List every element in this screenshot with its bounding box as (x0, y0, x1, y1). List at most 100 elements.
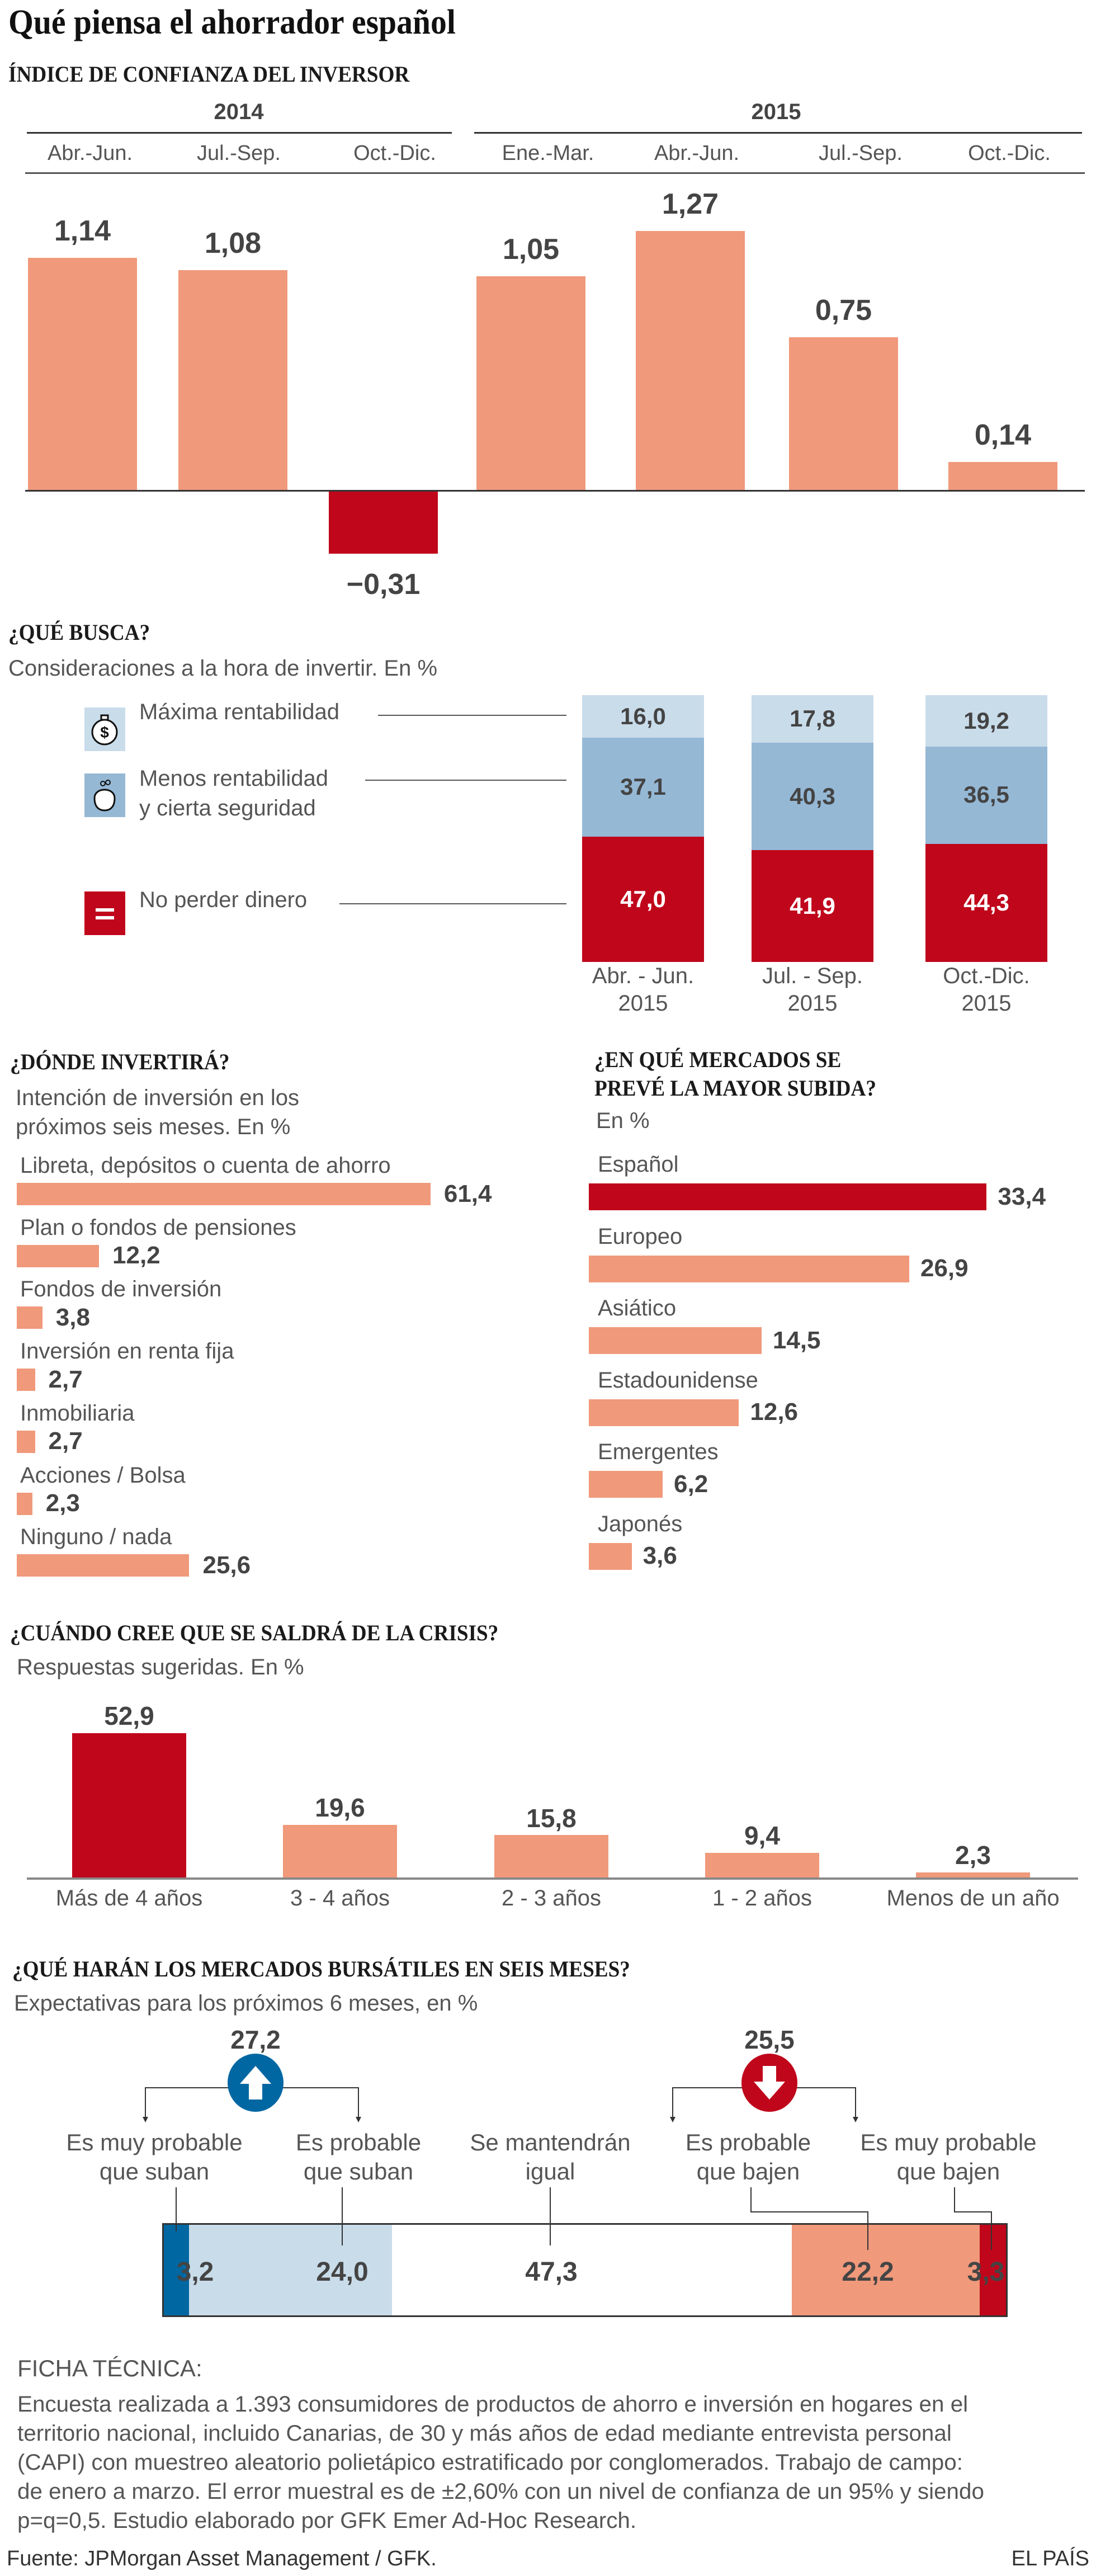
category-label: Es probable (295, 2129, 422, 2155)
column-label: Oct.-Dic. (943, 964, 1030, 988)
hbar (589, 1327, 762, 1354)
section-title-indice: ÍNDICE DE CONFIANZA DEL INVERSOR (8, 62, 410, 87)
category-label: 3 - 4 años (290, 1886, 390, 1910)
hbar (589, 1255, 909, 1282)
section-title-busca: ¿QUÉ BUSCA? (8, 620, 150, 645)
segment-value: 41,9 (790, 892, 835, 919)
bar-label: Japonés (598, 1511, 683, 1536)
hbar (589, 1183, 987, 1210)
ficha-text: Encuesta realizada a 1.393 consumidores … (17, 2392, 969, 2417)
legend-leader-line (339, 903, 566, 904)
leader-line (750, 2187, 868, 2250)
legend-label: Máxima rentabilidad (139, 700, 339, 724)
svg-text:$: $ (100, 724, 109, 741)
value-label: 1,08 (204, 227, 262, 260)
category-label: 1 - 2 años (712, 1886, 812, 1910)
period-label: Jul.-Sep. (197, 141, 281, 166)
bar-label: Inmobiliaria (20, 1400, 135, 1426)
segment-value: 3,2 (176, 2257, 214, 2287)
page-title: Qué piensa el ahorrador español (8, 3, 456, 41)
brand-logo: EL PAÍS (1011, 2547, 1089, 2571)
stack-segment (582, 695, 704, 738)
legend-label: Menos rentabilidad (139, 766, 328, 791)
hbar (17, 1244, 99, 1267)
stack-segment (582, 837, 704, 962)
bar-label: Emergentes (598, 1440, 719, 1464)
category-label: que suban (99, 2158, 210, 2185)
segment-value: 24,0 (316, 2257, 369, 2287)
column-label: Jul. - Sep. (762, 964, 863, 988)
bar-2 (329, 490, 438, 554)
value-label: 6,2 (674, 1470, 708, 1498)
bar-4 (636, 231, 745, 490)
year-label: 2014 (214, 100, 264, 124)
value-label: 1,14 (54, 214, 111, 247)
legend-leader-line (365, 780, 566, 781)
value-label: 0,14 (974, 418, 1032, 451)
value-label: 61,4 (443, 1180, 492, 1207)
segment-value: 19,2 (963, 707, 1009, 734)
section-subtitle: próximos seis meses. En % (16, 1115, 291, 1139)
category-label: Es muy probable (66, 2129, 243, 2155)
stack-segment (392, 2223, 792, 2317)
category-label: que bajen (896, 2158, 1000, 2185)
category-label: que bajen (696, 2158, 800, 2185)
segment-value: 47,0 (620, 885, 666, 912)
legend-label: No perder dinero (139, 888, 308, 912)
baseline (27, 1877, 1078, 1880)
bar-label: Libreta, depósitos o cuenta de ahorro (20, 1153, 391, 1178)
segment-value: 44,3 (963, 889, 1009, 916)
value-label: 12,2 (112, 1242, 160, 1270)
segment-value: 37,1 (620, 773, 666, 800)
bar-3 (476, 276, 585, 490)
equals-icon (84, 891, 125, 935)
stack-segment (792, 2223, 980, 2317)
bar-5 (789, 337, 898, 490)
stack-segment (162, 2223, 190, 2317)
bar-2 (494, 1835, 608, 1879)
hbar (17, 1369, 35, 1391)
bar-label: Plan o fondos de pensiones (20, 1215, 296, 1240)
value-label: 3,6 (643, 1542, 677, 1570)
value-label: 2,3 (955, 1841, 991, 1870)
value-label: 26,9 (920, 1254, 969, 1282)
hbar (17, 1306, 42, 1329)
column-label: Abr. - Jun. (592, 964, 695, 988)
segment-value: 36,5 (963, 781, 1009, 808)
arrowhead (356, 2117, 361, 2122)
category-label: Se mantendrán (470, 2129, 631, 2155)
segment-value: 40,3 (790, 782, 835, 809)
period-label: Oct.-Dic. (353, 141, 436, 166)
bar-0 (72, 1733, 186, 1879)
bar-label: Europeo (598, 1224, 683, 1249)
category-label: Más de 4 años (55, 1886, 203, 1910)
category-label: Menos de un año (886, 1886, 1060, 1910)
section-title-mercados: PREVÉ LA MAYOR SUBIDA? (594, 1075, 877, 1101)
hbar (17, 1554, 190, 1577)
ficha-text: de enero a marzo. El error muestral es d… (17, 2479, 984, 2504)
stack-segment (752, 695, 873, 743)
period-label: Oct.-Dic. (968, 141, 1051, 166)
piggy-bank-icon (84, 773, 125, 817)
segment-value: 17,8 (790, 705, 835, 732)
legend-leader-line (378, 715, 566, 716)
bar-1 (178, 270, 287, 490)
column-label: 2015 (787, 991, 838, 1016)
bar-3 (705, 1852, 819, 1879)
leader-line (954, 2187, 992, 2250)
stack-segment (925, 695, 1047, 747)
bar-1 (283, 1824, 397, 1879)
section-subtitle: Respuestas sugeridas. En % (17, 1655, 304, 1679)
bar-label: Asiático (598, 1296, 677, 1320)
bar-label: Español (598, 1152, 679, 1177)
value-label: 12,6 (750, 1398, 799, 1426)
value-label: 15,8 (526, 1803, 577, 1833)
hbar (17, 1492, 32, 1515)
arrow-up-icon (228, 2054, 284, 2112)
baseline (25, 489, 1085, 492)
section-title-crisis: ¿CUÁNDO CREE QUE SE SALDRÁ DE LA CRISIS? (10, 1620, 499, 1645)
bar-4 (916, 1872, 1030, 1879)
section-subtitle: En % (596, 1108, 650, 1133)
stack-segment (752, 850, 873, 962)
ficha-text: territorio nacional, incluido Canarias, … (17, 2421, 952, 2446)
